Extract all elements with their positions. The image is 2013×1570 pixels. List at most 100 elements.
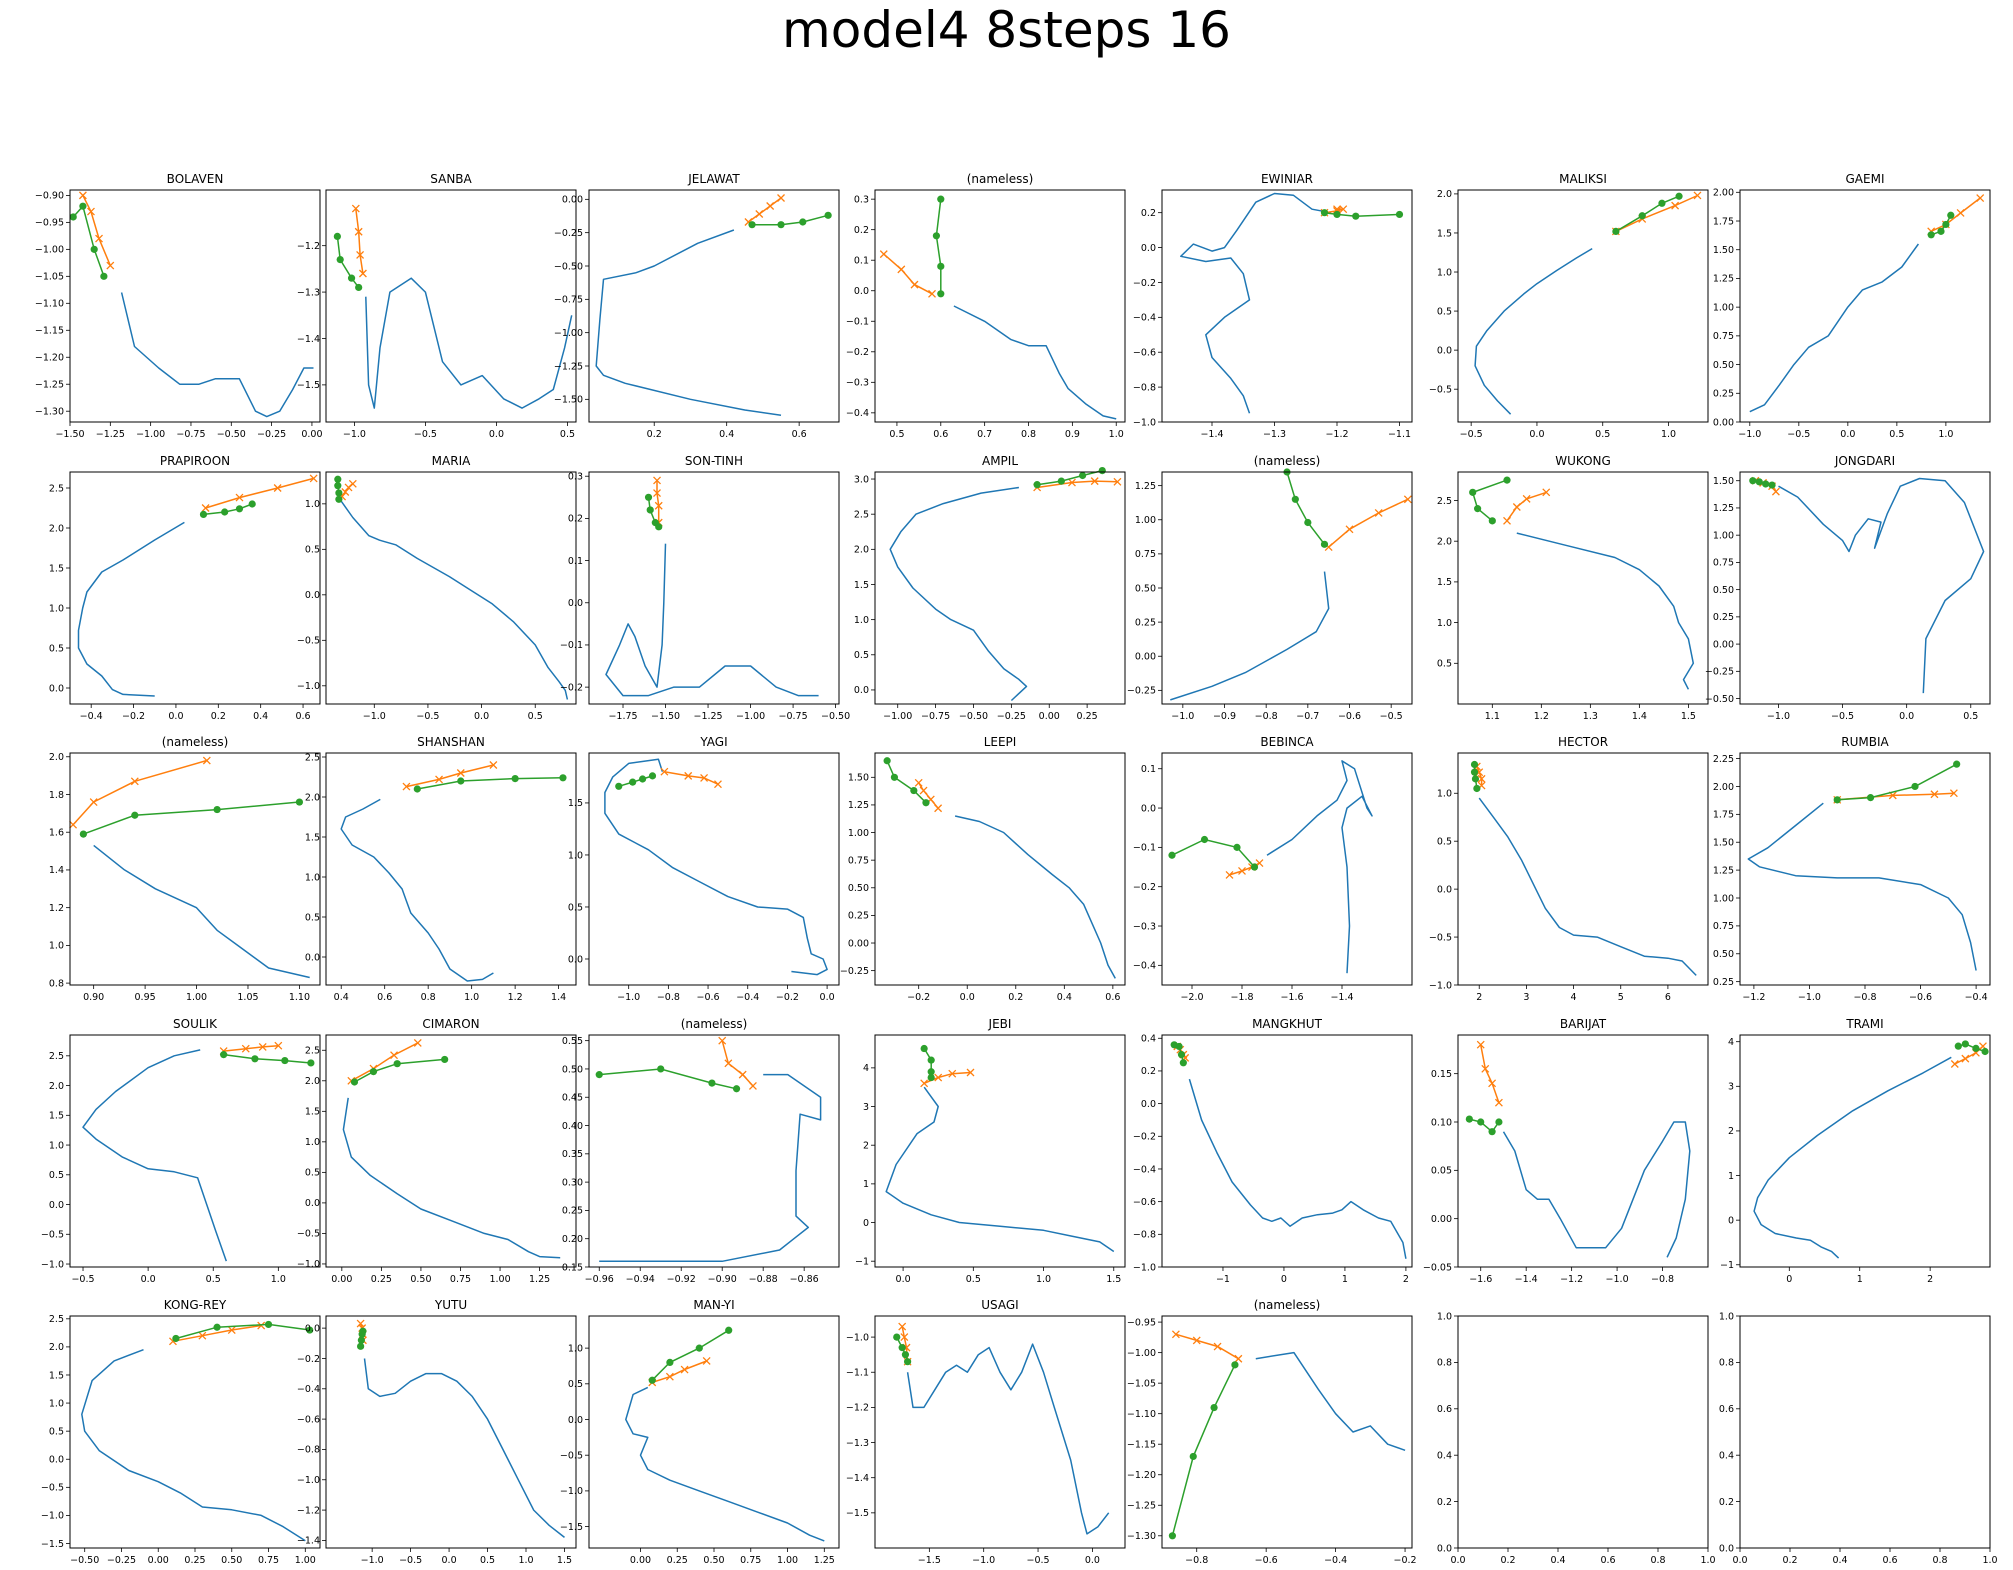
subplot: (nameless) −1.0 −0.9 −0.8 −0.7 −0.6 −0.5 1.25 1.…	[1127, 454, 1413, 722]
actual-line	[72, 204, 105, 277]
predicted-marker	[309, 474, 318, 483]
x-tick-label: 0.5	[528, 711, 543, 722]
predicted-line	[1479, 1044, 1500, 1103]
actual-marker	[777, 221, 785, 229]
subplot-title: GAEMI	[1846, 172, 1885, 186]
subplot: WUKONG 1.1 1.2 1.3 1.4 1.5 2.5 2.0 1.5 1.0 0.5	[1437, 454, 1709, 722]
actual-marker	[937, 290, 945, 298]
subplot-title: CIMARON	[422, 1017, 479, 1031]
subplot: JONGDARI −1.0 −0.5 0.0 0.5 1.50 1.25 1.00 0.75 0.…	[1705, 454, 1991, 722]
y-tick-label: 2.5	[854, 509, 869, 520]
y-tick-label: 0.05	[1431, 1166, 1452, 1177]
x-tick-label: −0.25	[997, 711, 1026, 722]
predicted-line	[406, 764, 494, 788]
y-tick-label: 0.0	[305, 1323, 320, 1334]
x-tick-label: −0.5	[399, 1555, 422, 1566]
actual-marker	[235, 505, 244, 513]
y-tick-label: 1.25	[1713, 503, 1734, 514]
axes-frame	[1739, 752, 1991, 986]
actual-marker	[695, 1344, 703, 1352]
y-tick-label: 1.0	[1437, 1311, 1452, 1322]
x-tick-label: 1.0	[271, 1274, 286, 1285]
y-tick-label: 0.25	[562, 1206, 583, 1217]
predicted-marker	[665, 1372, 674, 1381]
actual-marker	[100, 272, 108, 280]
y-tick-label: 0.0	[568, 954, 583, 965]
x-tick-label: −0.8	[1651, 1274, 1674, 1285]
x-tick-label: 0.4	[1832, 1555, 1847, 1566]
y-tick-label: 1.6	[49, 828, 64, 839]
axes-frame	[1457, 189, 1709, 423]
subplot: PRAPIROON −0.4 −0.2 0.0 0.2 0.4 0.6 2.5 2.0 1.5 1.…	[49, 454, 321, 722]
actual-line	[1930, 214, 1952, 236]
actual-marker	[937, 262, 945, 270]
track-line	[363, 1358, 565, 1538]
y-tick-label: −0.8	[1133, 382, 1156, 393]
axes-frame	[1161, 752, 1413, 986]
y-tick-label: −1.0	[297, 1259, 320, 1270]
actual-marker	[172, 1334, 180, 1343]
y-tick-label: −1.0	[1429, 980, 1452, 991]
axes-frame	[69, 752, 321, 986]
x-tick-label: 0.25	[667, 1555, 688, 1566]
subplot: EWINIAR −1.4 −1.3 −1.2 −1.1 0.2 0.0 −0.2 −0.4 −0.…	[1133, 172, 1413, 440]
actual-marker	[1749, 477, 1757, 485]
y-tick-label: −0.25	[554, 228, 583, 239]
y-tick-label: 1.0	[1437, 267, 1452, 278]
subplot-title: YAGI	[699, 735, 727, 749]
predicted-marker	[258, 1042, 267, 1051]
y-tick-label: −0.5	[1429, 384, 1452, 395]
actual-line	[1469, 1118, 1500, 1133]
predicted-marker	[1961, 1054, 1970, 1063]
x-tick-label: 3	[1523, 992, 1529, 1003]
track-line	[1749, 243, 1920, 413]
y-tick-label: −1.0	[1133, 1262, 1156, 1273]
x-tick-label: −1.00	[883, 711, 912, 722]
actual-marker	[335, 495, 343, 503]
x-tick-label: 0.5	[889, 429, 904, 440]
predicted-line	[918, 782, 939, 809]
actual-line	[203, 503, 253, 516]
actual-marker	[1320, 209, 1329, 217]
actual-marker	[1927, 231, 1935, 239]
x-tick-label: 0.0	[442, 1555, 457, 1566]
predicted-line	[1328, 498, 1409, 548]
subplot-title: TRAMI	[1845, 1017, 1883, 1031]
predicted-marker	[69, 820, 78, 829]
actual-marker	[799, 218, 807, 226]
x-tick-label: −0.4	[736, 992, 759, 1003]
x-tick-label: −1.8	[1230, 992, 1253, 1003]
x-tick-label: 0.0	[168, 711, 183, 722]
actual-marker	[1179, 1059, 1187, 1067]
track-line	[605, 543, 819, 697]
y-tick-label: 2.0	[49, 1342, 64, 1353]
x-tick-label: −1.4	[1515, 1274, 1538, 1285]
y-tick-label: −0.2	[297, 1354, 320, 1365]
predicted-line	[355, 208, 364, 274]
y-tick-label: −0.50	[1705, 694, 1734, 705]
y-tick-label: 0.40	[562, 1121, 583, 1132]
y-tick-label: 0.5	[1437, 659, 1452, 670]
actual-marker	[369, 1068, 378, 1076]
y-tick-label: 1.00	[1713, 302, 1734, 313]
actual-marker	[937, 195, 945, 203]
y-tick-label: 1.00	[1135, 515, 1156, 526]
y-tick-label: 0.2	[1141, 1066, 1156, 1077]
track-line	[1747, 802, 1977, 971]
x-tick-label: −0.8	[657, 992, 680, 1003]
x-tick-label: 0.0	[960, 992, 975, 1003]
y-tick-label: 1.0	[49, 1398, 64, 1409]
x-tick-label: −0.92	[667, 1274, 696, 1285]
predicted-marker	[1542, 488, 1551, 497]
predicted-marker	[653, 476, 661, 485]
y-tick-label: 0.0	[1141, 803, 1156, 814]
x-tick-label: 0.6	[1600, 1555, 1615, 1566]
actual-marker	[1612, 227, 1620, 236]
y-tick-label: 2.00	[1713, 188, 1734, 199]
actual-line	[1958, 1043, 1986, 1053]
subplot: BOLAVEN −1.50 −1.25 −1.00 −0.75 −0.50 −0.25 0.0…	[35, 172, 323, 440]
y-tick-label: 1.75	[1713, 810, 1734, 821]
subplot-title: SON-TINH	[685, 454, 743, 468]
actual-line	[354, 1058, 445, 1083]
y-tick-label: −1	[1720, 1260, 1734, 1271]
